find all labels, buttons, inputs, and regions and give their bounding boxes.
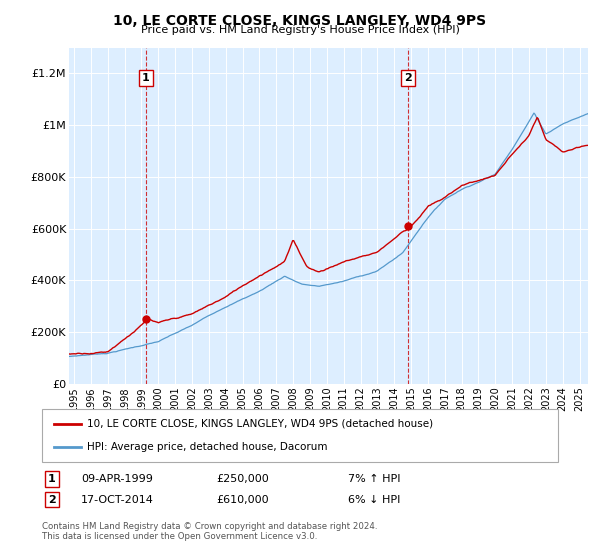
Text: £250,000: £250,000 xyxy=(216,474,269,484)
Text: Price paid vs. HM Land Registry's House Price Index (HPI): Price paid vs. HM Land Registry's House … xyxy=(140,25,460,35)
Text: 6% ↓ HPI: 6% ↓ HPI xyxy=(348,494,400,505)
Text: 09-APR-1999: 09-APR-1999 xyxy=(81,474,153,484)
Text: £610,000: £610,000 xyxy=(216,494,269,505)
Text: HPI: Average price, detached house, Dacorum: HPI: Average price, detached house, Daco… xyxy=(87,442,328,452)
Text: 10, LE CORTE CLOSE, KINGS LANGLEY, WD4 9PS (detached house): 10, LE CORTE CLOSE, KINGS LANGLEY, WD4 9… xyxy=(87,419,433,429)
Text: 10, LE CORTE CLOSE, KINGS LANGLEY, WD4 9PS: 10, LE CORTE CLOSE, KINGS LANGLEY, WD4 9… xyxy=(113,14,487,28)
Text: 1: 1 xyxy=(142,73,150,83)
Text: 1: 1 xyxy=(48,474,56,484)
Text: 2: 2 xyxy=(404,73,412,83)
Text: 17-OCT-2014: 17-OCT-2014 xyxy=(81,494,154,505)
Text: 7% ↑ HPI: 7% ↑ HPI xyxy=(348,474,401,484)
Text: Contains HM Land Registry data © Crown copyright and database right 2024.
This d: Contains HM Land Registry data © Crown c… xyxy=(42,522,377,542)
Text: 2: 2 xyxy=(48,494,56,505)
